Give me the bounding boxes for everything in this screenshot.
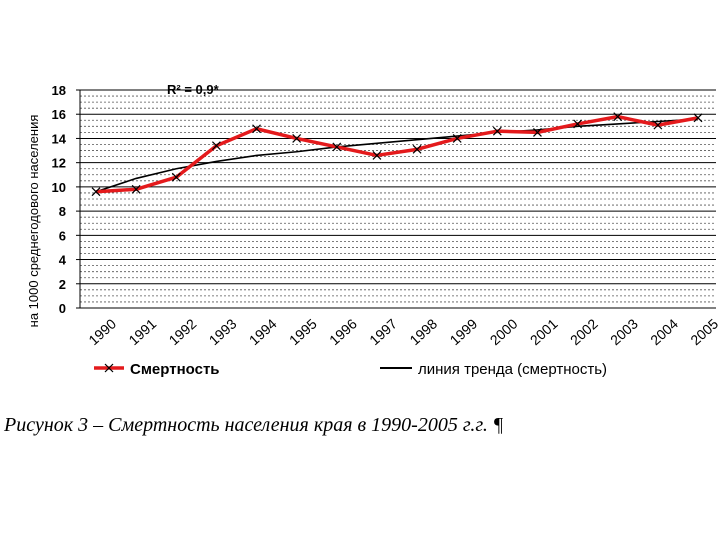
x-axis-ticks: 1990 1991 1992 1993 1994 1995 1996 1997 1998 1999…	[85, 315, 720, 348]
mortality-line	[95, 114, 699, 194]
x-tick-label: 1997	[366, 315, 400, 348]
x-tick-label: 2001	[527, 315, 561, 348]
x-tick-label: 1995	[286, 315, 320, 348]
series-group	[91, 112, 703, 197]
y-tick-label: 14	[52, 131, 67, 146]
y-tick-label: 2	[59, 277, 66, 292]
legend: Смертность линия тренда (смертность)	[94, 361, 607, 378]
figure-caption: Рисунок 3 – Смертность населения края в …	[4, 414, 504, 436]
y-tick-label: 18	[52, 83, 66, 98]
mortality-point	[452, 134, 462, 143]
y-tick-label: 16	[52, 107, 66, 122]
mortality-point	[613, 112, 623, 122]
y-axis-ticks: 0 2 4 6 8 10 12 14 16 18	[52, 83, 80, 316]
y-tick-label: 0	[59, 301, 66, 316]
x-tick-label: 2005	[687, 315, 720, 348]
grid-lines	[80, 89, 716, 309]
x-tick-label: 1991	[125, 315, 159, 348]
legend-trend-label: линия тренда (смертность)	[418, 361, 607, 378]
mortality-point	[171, 172, 181, 182]
mortality-point	[412, 144, 422, 154]
x-tick-label: 1994	[246, 315, 280, 348]
x-tick-label: 1990	[85, 315, 119, 348]
mortality-point	[252, 124, 261, 134]
legend-mortality-label: Смертность	[130, 361, 220, 378]
x-tick-label: 2003	[607, 315, 641, 348]
mortality-point	[372, 150, 382, 160]
y-tick-label: 4	[59, 253, 67, 268]
legend-mortality-marker	[104, 363, 114, 373]
y-tick-label: 6	[59, 228, 66, 243]
mortality-point	[533, 127, 542, 137]
mortality-point	[693, 113, 703, 123]
x-tick-label: 1996	[326, 315, 360, 348]
y-axis-label: на 1000 среднегодового населения	[26, 115, 41, 328]
mortality-point	[653, 120, 663, 130]
mortality-point	[573, 119, 583, 129]
x-tick-label: 1992	[166, 315, 200, 348]
mortality-point	[211, 141, 221, 151]
mortality-point	[131, 184, 141, 194]
y-tick-label: 10	[52, 180, 66, 195]
mortality-point	[492, 126, 502, 136]
y-tick-label: 8	[59, 204, 66, 219]
x-tick-label: 1998	[406, 315, 440, 348]
x-tick-label: 2002	[567, 315, 601, 348]
x-tick-label: 2004	[647, 315, 681, 348]
mortality-point	[292, 134, 302, 143]
mortality-point	[91, 187, 101, 197]
x-tick-label: 2000	[487, 315, 521, 348]
x-tick-label: 1999	[447, 315, 481, 348]
mortality-point	[332, 142, 342, 152]
y-tick-label: 12	[52, 156, 66, 171]
r-squared-annotation: R² = 0,9*	[167, 82, 220, 97]
x-tick-label: 1993	[206, 315, 240, 348]
trend-line	[95, 118, 699, 193]
